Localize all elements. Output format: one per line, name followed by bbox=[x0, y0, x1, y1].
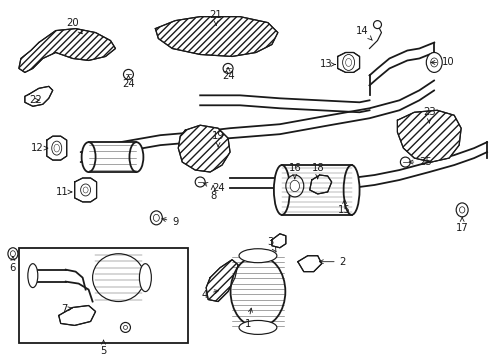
Text: 17: 17 bbox=[456, 217, 468, 233]
Ellipse shape bbox=[150, 211, 162, 225]
Ellipse shape bbox=[400, 157, 410, 167]
Circle shape bbox=[121, 323, 130, 332]
Text: 20: 20 bbox=[66, 18, 82, 34]
Text: 13: 13 bbox=[319, 59, 335, 69]
Text: 2: 2 bbox=[319, 257, 346, 267]
Ellipse shape bbox=[153, 214, 159, 221]
Text: 22: 22 bbox=[29, 95, 42, 105]
Ellipse shape bbox=[8, 248, 18, 260]
Ellipse shape bbox=[81, 184, 91, 196]
Ellipse shape bbox=[10, 251, 15, 257]
Ellipse shape bbox=[195, 177, 205, 187]
Ellipse shape bbox=[286, 175, 304, 197]
Bar bbox=[19, 248, 188, 343]
Bar bbox=[89, 142, 136, 172]
Text: 23: 23 bbox=[423, 107, 436, 123]
Polygon shape bbox=[338, 53, 360, 72]
Polygon shape bbox=[206, 260, 238, 302]
Ellipse shape bbox=[129, 142, 144, 172]
Ellipse shape bbox=[223, 63, 233, 73]
Ellipse shape bbox=[28, 264, 38, 288]
Text: 10: 10 bbox=[431, 58, 455, 67]
Polygon shape bbox=[19, 28, 116, 72]
Ellipse shape bbox=[345, 58, 352, 67]
Polygon shape bbox=[155, 17, 278, 57]
Text: 24: 24 bbox=[122, 75, 135, 89]
Ellipse shape bbox=[123, 69, 133, 80]
Polygon shape bbox=[25, 86, 53, 106]
Ellipse shape bbox=[54, 144, 59, 152]
Ellipse shape bbox=[426, 53, 442, 72]
Text: 7: 7 bbox=[61, 305, 73, 315]
Text: 1: 1 bbox=[245, 308, 252, 329]
Polygon shape bbox=[310, 175, 332, 194]
Polygon shape bbox=[47, 136, 67, 160]
Text: 9: 9 bbox=[162, 217, 179, 227]
Text: 8: 8 bbox=[210, 185, 216, 201]
Text: 21: 21 bbox=[210, 10, 222, 25]
Text: 24: 24 bbox=[204, 183, 225, 193]
Polygon shape bbox=[272, 234, 286, 248]
Ellipse shape bbox=[239, 320, 277, 334]
Text: 11: 11 bbox=[56, 187, 72, 197]
Ellipse shape bbox=[93, 254, 145, 302]
Text: 24: 24 bbox=[222, 67, 234, 81]
Polygon shape bbox=[298, 256, 322, 272]
Text: 14: 14 bbox=[356, 26, 372, 40]
Polygon shape bbox=[178, 125, 230, 172]
Text: 4: 4 bbox=[202, 289, 219, 300]
Ellipse shape bbox=[231, 256, 285, 328]
Text: 19: 19 bbox=[212, 131, 224, 147]
Polygon shape bbox=[74, 178, 97, 202]
Ellipse shape bbox=[456, 203, 468, 217]
Text: 16: 16 bbox=[289, 163, 301, 179]
Text: 12: 12 bbox=[31, 143, 48, 153]
Ellipse shape bbox=[343, 54, 355, 71]
Ellipse shape bbox=[290, 180, 299, 192]
Text: 3: 3 bbox=[267, 237, 276, 252]
Circle shape bbox=[123, 325, 127, 329]
Polygon shape bbox=[397, 110, 461, 162]
Ellipse shape bbox=[140, 264, 151, 292]
Text: 25: 25 bbox=[409, 157, 432, 167]
Ellipse shape bbox=[343, 165, 360, 215]
Polygon shape bbox=[59, 306, 96, 325]
Text: 15: 15 bbox=[338, 199, 351, 215]
Ellipse shape bbox=[82, 142, 96, 172]
Ellipse shape bbox=[52, 141, 62, 155]
Circle shape bbox=[373, 21, 382, 28]
Ellipse shape bbox=[460, 207, 465, 213]
Ellipse shape bbox=[239, 249, 277, 263]
Text: 18: 18 bbox=[312, 163, 324, 179]
Text: 5: 5 bbox=[100, 340, 107, 356]
Ellipse shape bbox=[83, 187, 88, 193]
Ellipse shape bbox=[431, 58, 438, 67]
Bar bbox=[282, 165, 352, 215]
Text: 6: 6 bbox=[10, 257, 16, 273]
Ellipse shape bbox=[274, 165, 290, 215]
